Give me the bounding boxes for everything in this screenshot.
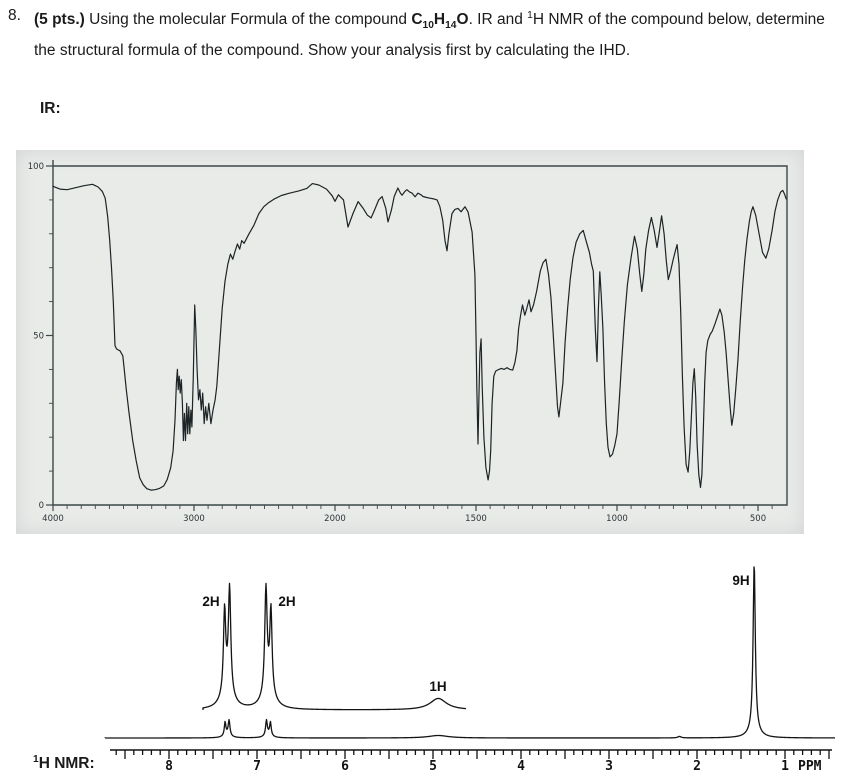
ir-section-label: IR: xyxy=(40,100,61,117)
svg-text:5: 5 xyxy=(429,759,437,774)
svg-text:7: 7 xyxy=(253,759,261,774)
nmr-section-label: 1H NMR: xyxy=(33,754,95,773)
problem-text-part3: H NMR of the compound below, determine t… xyxy=(34,11,825,59)
svg-text:4: 4 xyxy=(517,759,525,774)
problem-number: 8. xyxy=(8,7,21,24)
svg-text:100: 100 xyxy=(28,162,44,172)
problem-statement: 8. (5 pts.) Using the molecular Formula … xyxy=(8,4,834,63)
svg-text:1: 1 xyxy=(781,759,789,774)
problem-text-part1: Using the molecular Formula of the compo… xyxy=(84,11,412,29)
ir-spectrum-panel: 100 50 0 4000 3000 2000 1500 1000 500 xyxy=(16,150,804,534)
problem-text-part2: . IR and xyxy=(468,11,528,29)
nmr-superscript: 1 xyxy=(527,10,533,21)
svg-text:3000: 3000 xyxy=(183,514,205,524)
svg-text:1500: 1500 xyxy=(465,514,487,524)
svg-text:1H: 1H xyxy=(429,679,446,694)
svg-text:0: 0 xyxy=(39,501,44,511)
molecular-formula: C10H14O xyxy=(411,11,469,32)
svg-text:50: 50 xyxy=(33,332,44,342)
nmr-spectrum-panel: 8 7 6 5 4 3 2 1 PPM 2H 2H 1H 9H xyxy=(20,548,835,781)
svg-text:2: 2 xyxy=(693,759,701,774)
svg-text:2000: 2000 xyxy=(324,514,346,524)
svg-text:8: 8 xyxy=(165,759,173,774)
svg-text:6: 6 xyxy=(341,759,349,774)
svg-text:3: 3 xyxy=(605,759,613,774)
svg-text:1000: 1000 xyxy=(606,514,628,524)
svg-text:9H: 9H xyxy=(732,573,749,588)
nmr-spectrum-chart: 8 7 6 5 4 3 2 1 PPM 2H 2H 1H 9H xyxy=(104,566,835,774)
svg-text:PPM: PPM xyxy=(798,759,822,774)
svg-text:2H: 2H xyxy=(202,594,219,609)
svg-text:2H: 2H xyxy=(278,594,295,609)
points-label: (5 pts.) xyxy=(34,11,85,29)
svg-text:500: 500 xyxy=(750,514,766,524)
problem-text: (5 pts.) Using the molecular Formula of … xyxy=(34,4,834,63)
svg-text:4000: 4000 xyxy=(42,514,64,524)
